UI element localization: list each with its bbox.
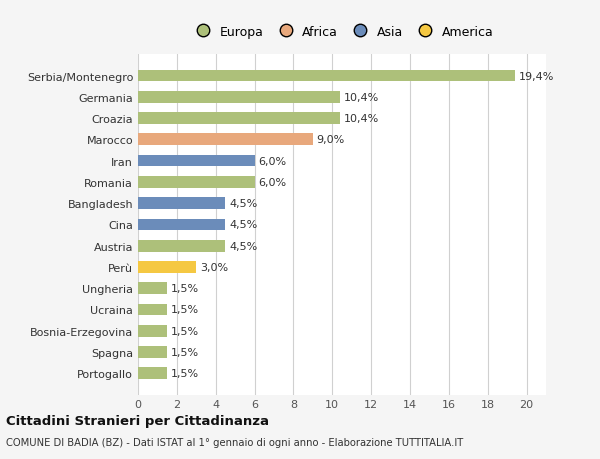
Text: 6,0%: 6,0%: [259, 178, 287, 187]
Text: 4,5%: 4,5%: [229, 220, 257, 230]
Bar: [138, 304, 167, 316]
Text: 4,5%: 4,5%: [229, 241, 257, 251]
Bar: [138, 219, 226, 231]
Text: 9,0%: 9,0%: [317, 135, 345, 145]
Legend: Europa, Africa, Asia, America: Europa, Africa, Asia, America: [185, 21, 499, 44]
Bar: [138, 368, 167, 379]
Text: 6,0%: 6,0%: [259, 156, 287, 166]
Bar: [138, 283, 167, 294]
Text: 4,5%: 4,5%: [229, 199, 257, 209]
Text: 1,5%: 1,5%: [171, 347, 199, 357]
Text: 10,4%: 10,4%: [344, 114, 379, 124]
Bar: [138, 156, 254, 167]
Text: COMUNE DI BADIA (BZ) - Dati ISTAT al 1° gennaio di ogni anno - Elaborazione TUTT: COMUNE DI BADIA (BZ) - Dati ISTAT al 1° …: [6, 437, 463, 447]
Bar: [138, 198, 226, 209]
Text: 1,5%: 1,5%: [171, 305, 199, 315]
Bar: [138, 325, 167, 337]
Text: Cittadini Stranieri per Cittadinanza: Cittadini Stranieri per Cittadinanza: [6, 414, 269, 428]
Text: 1,5%: 1,5%: [171, 326, 199, 336]
Text: 10,4%: 10,4%: [344, 93, 379, 102]
Text: 19,4%: 19,4%: [519, 71, 554, 81]
Bar: [138, 347, 167, 358]
Bar: [138, 177, 254, 188]
Text: 1,5%: 1,5%: [171, 284, 199, 294]
Bar: [138, 262, 196, 273]
Bar: [138, 92, 340, 103]
Bar: [138, 241, 226, 252]
Bar: [138, 134, 313, 146]
Bar: [138, 71, 515, 82]
Bar: [138, 113, 340, 125]
Text: 3,0%: 3,0%: [200, 263, 228, 272]
Text: 1,5%: 1,5%: [171, 369, 199, 379]
